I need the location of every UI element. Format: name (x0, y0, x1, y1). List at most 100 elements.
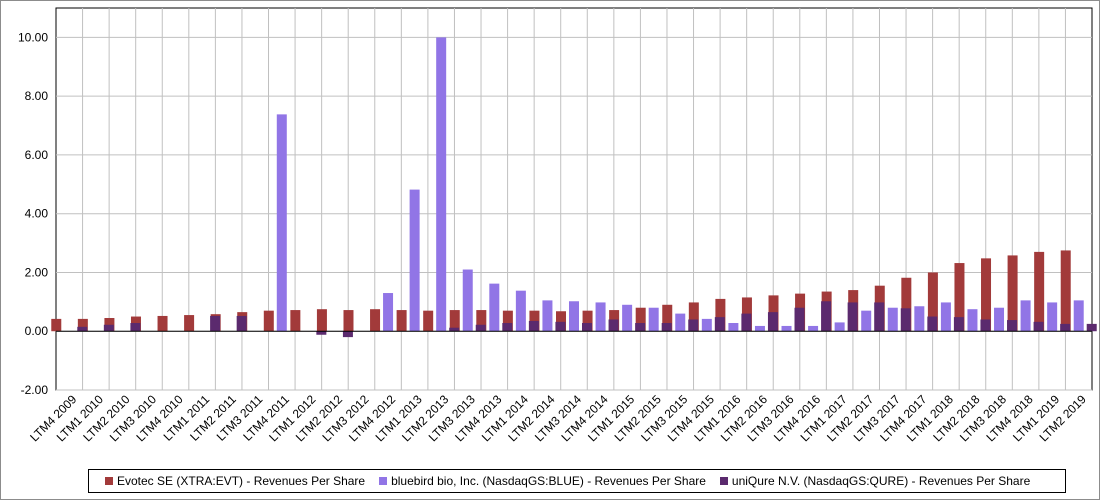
bar-series-1 (808, 325, 819, 332)
bar-series-1 (754, 325, 765, 332)
legend-item-evotec: Evotec SE (XTRA:EVT) - Revenues Per Shar… (105, 474, 365, 488)
bar-series-0 (104, 318, 115, 332)
bar-series-1 (861, 310, 872, 332)
bar-series-0 (1060, 250, 1071, 332)
bar-series-2 (528, 320, 539, 332)
bar-series-1 (276, 114, 287, 332)
bar-series-2 (741, 313, 752, 332)
bar-series-2 (582, 323, 592, 332)
bar-series-2 (821, 301, 832, 332)
bar-series-1 (595, 302, 606, 332)
bar-series-2 (688, 319, 699, 332)
bar-series-2 (874, 302, 885, 332)
bar-series-1 (728, 323, 739, 332)
bar-series-0 (423, 310, 434, 332)
y-tick-label: 2.00 (25, 265, 49, 279)
bar-series-1 (648, 307, 659, 332)
bar-series-1 (489, 283, 500, 332)
bar-series-2 (1007, 320, 1018, 332)
bar-series-1 (887, 307, 898, 332)
bar-series-2 (635, 323, 646, 332)
bar-series-0 (954, 263, 965, 332)
bar-series-0 (343, 310, 354, 332)
bar-series-0 (556, 311, 566, 332)
bar-series-2 (794, 307, 805, 332)
bar-series-0 (51, 318, 62, 332)
bar-series-0 (635, 307, 646, 332)
bar-series-0 (662, 304, 673, 332)
bar-series-1 (383, 293, 394, 332)
bar-chart: 10.00 8.00 6.00 4.00 2.00 0.00 -2.00 LTM4 2009… (18, 7, 1097, 444)
bar-series-1 (409, 189, 420, 332)
bar-series-0 (396, 310, 407, 332)
bar-series-1 (914, 306, 925, 332)
bar-series-0 (184, 315, 195, 332)
bar-series-2 (1060, 323, 1071, 332)
bar-series-2 (316, 331, 327, 335)
bar-series-2 (953, 317, 964, 332)
legend-swatch-evotec (105, 477, 113, 485)
bar-series-1 (675, 313, 686, 332)
bar-series-0 (688, 302, 699, 332)
bar-series-2 (130, 323, 141, 332)
legend-swatch-uniqure (719, 477, 728, 485)
bar-series-0 (77, 318, 88, 332)
bar-series-0 (1007, 255, 1018, 332)
bar-series-1 (1020, 300, 1031, 332)
y-tick-label: 4.00 (25, 207, 49, 221)
bar-series-1 (834, 322, 845, 332)
bar-series-0 (715, 298, 726, 332)
bar-series-1 (1047, 302, 1058, 332)
bar-series-2 (608, 319, 619, 332)
y-tick-label: 6.00 (25, 148, 49, 162)
bar-series-0 (263, 310, 274, 332)
bar-series-0 (582, 310, 593, 332)
bar-series-2 (210, 315, 221, 332)
y-tick-label: -2.00 (21, 383, 49, 397)
bar-series-0 (981, 258, 992, 332)
bar-series-2 (767, 312, 778, 332)
bar-series-2 (927, 316, 938, 332)
bar-series-2 (714, 317, 725, 332)
bar-series-2 (77, 326, 88, 332)
bar-series-1 (994, 307, 1005, 332)
bar-series-0 (449, 310, 460, 332)
bar-series-1 (940, 302, 951, 332)
legend-label-evotec: Evotec SE (XTRA:EVT) - Revenues Per Shar… (117, 474, 366, 488)
bar-series-2 (1033, 321, 1044, 332)
bar-series-1 (542, 300, 553, 332)
y-tick-label: 8.00 (25, 89, 49, 103)
bars-layer (51, 37, 1097, 338)
bar-series-1 (701, 318, 712, 332)
bar-series-0 (1034, 251, 1045, 332)
y-tick-label: 10.00 (18, 30, 48, 44)
bar-series-0 (370, 309, 381, 332)
bar-series-1 (569, 301, 579, 332)
bar-series-2 (502, 323, 513, 332)
legend-label-uniqure: uniQure N.V. (NasdaqGS:QURE) - Revenues … (731, 474, 1031, 488)
bar-series-0 (316, 309, 327, 332)
bar-series-1 (967, 309, 978, 332)
bar-series-1 (436, 37, 447, 332)
bar-series-0 (476, 310, 487, 332)
bar-series-2 (555, 321, 566, 332)
plot-area (55, 7, 1093, 391)
bar-series-0 (290, 310, 301, 332)
legend-label-bluebird: bluebird bio, Inc. (NasdaqGS:BLUE) - Rev… (391, 474, 706, 488)
bar-series-2 (475, 324, 486, 332)
y-axis: 10.00 8.00 6.00 4.00 2.00 0.00 -2.00 (18, 30, 48, 397)
bar-series-2 (449, 327, 460, 332)
bar-series-0 (502, 310, 513, 332)
bar-series-1 (515, 290, 526, 332)
bar-series-1 (781, 325, 792, 332)
bar-series-2 (661, 323, 672, 332)
legend-item-uniqure: uniQure N.V. (NasdaqGS:QURE) - Revenues … (719, 474, 1031, 488)
legend-item-bluebird: bluebird bio, Inc. (NasdaqGS:BLUE) - Rev… (379, 474, 706, 488)
bar-series-1 (1073, 300, 1084, 332)
bar-series-0 (927, 272, 938, 332)
legend-swatch-bluebird (379, 477, 388, 485)
bar-series-2 (847, 302, 858, 332)
y-tick-label: 0.00 (25, 324, 49, 338)
legend: Evotec SE (XTRA:EVT) - Revenues Per Shar… (88, 469, 1066, 493)
